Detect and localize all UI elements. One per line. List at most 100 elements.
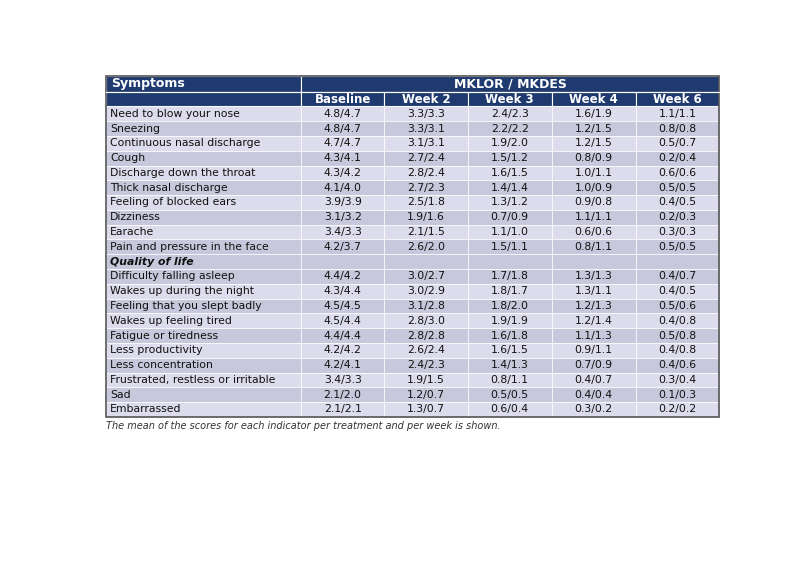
Text: Week 3: Week 3 (485, 92, 534, 105)
Text: 2.5/1.8: 2.5/1.8 (407, 198, 445, 208)
Bar (301, 225, 384, 239)
Bar (468, 314, 551, 328)
Text: 4.7/4.7: 4.7/4.7 (324, 138, 361, 149)
Text: Week 2: Week 2 (402, 92, 450, 105)
Text: 2.7/2.3: 2.7/2.3 (407, 183, 445, 192)
Text: Week 6: Week 6 (653, 92, 702, 105)
Text: 4.8/4.7: 4.8/4.7 (324, 123, 361, 133)
Bar (468, 92, 551, 106)
Bar (551, 166, 636, 180)
Bar (384, 239, 468, 254)
Bar (106, 298, 301, 314)
Text: Thick nasal discharge: Thick nasal discharge (110, 183, 228, 192)
Text: 0.8/1.1: 0.8/1.1 (575, 242, 613, 252)
Text: 0.5/0.5: 0.5/0.5 (658, 242, 696, 252)
Bar (384, 328, 468, 343)
Text: 0.2/0.4: 0.2/0.4 (658, 153, 696, 163)
Bar (384, 151, 468, 166)
Text: 2.8/2.4: 2.8/2.4 (407, 168, 445, 178)
Bar (106, 373, 301, 387)
Text: 1.3/1.3: 1.3/1.3 (575, 271, 613, 281)
Text: 0.4/0.5: 0.4/0.5 (658, 198, 696, 208)
Bar (551, 402, 636, 417)
Bar (384, 284, 468, 298)
Bar (384, 387, 468, 402)
Bar (551, 239, 636, 254)
Text: 1.4/1.4: 1.4/1.4 (491, 183, 529, 192)
Text: 4.4/4.4: 4.4/4.4 (324, 331, 361, 340)
Bar (106, 151, 301, 166)
Bar (636, 166, 719, 180)
Bar (106, 121, 301, 136)
Text: 0.5/0.5: 0.5/0.5 (658, 183, 696, 192)
Text: Difficulty falling asleep: Difficulty falling asleep (110, 271, 235, 281)
Text: 3.1/2.8: 3.1/2.8 (407, 301, 445, 311)
Bar (551, 106, 636, 121)
Text: 0.3/0.4: 0.3/0.4 (658, 375, 696, 385)
Bar (106, 402, 301, 417)
Bar (468, 343, 551, 357)
Bar (551, 180, 636, 195)
Bar (384, 195, 468, 210)
Bar (301, 357, 384, 373)
Text: 3.3/3.1: 3.3/3.1 (407, 123, 445, 133)
Text: 0.5/0.5: 0.5/0.5 (491, 390, 529, 400)
Bar (106, 75, 719, 417)
Bar (468, 269, 551, 284)
Bar (301, 387, 384, 402)
Text: 0.8/0.8: 0.8/0.8 (658, 123, 696, 133)
Text: 1.2/1.3: 1.2/1.3 (575, 301, 613, 311)
Text: 1.3/1.1: 1.3/1.1 (575, 286, 613, 296)
Text: 3.4/3.3: 3.4/3.3 (324, 227, 361, 237)
Bar (468, 136, 551, 151)
Text: 1.1/1.1: 1.1/1.1 (575, 212, 613, 222)
Text: Feeling that you slept badly: Feeling that you slept badly (110, 301, 262, 311)
Text: Earache: Earache (110, 227, 155, 237)
Text: 4.5/4.4: 4.5/4.4 (324, 316, 361, 326)
Text: 1.0/0.9: 1.0/0.9 (575, 183, 613, 192)
Text: Sneezing: Sneezing (110, 123, 160, 133)
Text: 1.6/1.5: 1.6/1.5 (491, 168, 529, 178)
Text: 0.9/1.1: 0.9/1.1 (575, 345, 613, 355)
Bar (551, 298, 636, 314)
Text: 0.8/0.9: 0.8/0.9 (575, 153, 613, 163)
Bar (636, 284, 719, 298)
Bar (384, 92, 468, 106)
Text: Week 4: Week 4 (569, 92, 618, 105)
Bar (301, 254, 384, 269)
Bar (301, 402, 384, 417)
Text: Sad: Sad (110, 390, 130, 400)
Bar (384, 166, 468, 180)
Text: 4.2/4.2: 4.2/4.2 (324, 345, 361, 355)
Bar (551, 314, 636, 328)
Text: 1.5/1.2: 1.5/1.2 (491, 153, 529, 163)
Text: Wakes up during the night: Wakes up during the night (110, 286, 254, 296)
Bar (301, 343, 384, 357)
Bar (301, 195, 384, 210)
Text: 2.1/2.0: 2.1/2.0 (324, 390, 361, 400)
Text: 3.0/2.7: 3.0/2.7 (407, 271, 445, 281)
Bar (384, 269, 468, 284)
Text: 1.5/1.1: 1.5/1.1 (491, 242, 529, 252)
Bar (468, 387, 551, 402)
Text: 1.6/1.9: 1.6/1.9 (575, 109, 613, 119)
Text: Less concentration: Less concentration (110, 360, 213, 370)
Bar (468, 121, 551, 136)
Text: Need to blow your nose: Need to blow your nose (110, 109, 240, 119)
Bar (636, 180, 719, 195)
Bar (551, 328, 636, 343)
Bar (106, 357, 301, 373)
Text: 1.3/1.2: 1.3/1.2 (491, 198, 529, 208)
Bar (468, 195, 551, 210)
Bar (551, 195, 636, 210)
Bar (551, 121, 636, 136)
Text: 0.6/0.4: 0.6/0.4 (491, 404, 529, 414)
Text: 2.8/3.0: 2.8/3.0 (407, 316, 445, 326)
Bar (384, 180, 468, 195)
Bar (301, 166, 384, 180)
Text: 4.3/4.1: 4.3/4.1 (324, 153, 361, 163)
Text: Dizziness: Dizziness (110, 212, 161, 222)
Bar (551, 357, 636, 373)
Bar (636, 373, 719, 387)
Bar (106, 314, 301, 328)
